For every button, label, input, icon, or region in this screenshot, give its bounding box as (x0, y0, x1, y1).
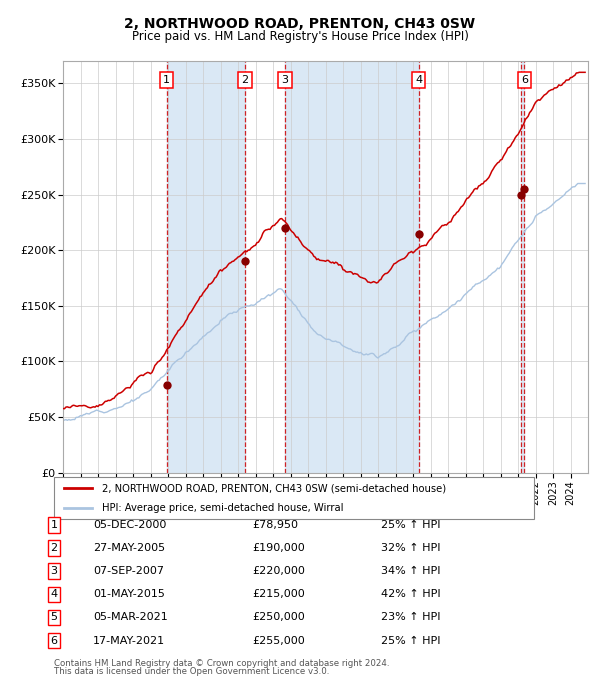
Text: 27-MAY-2005: 27-MAY-2005 (93, 543, 165, 553)
Bar (521, 61, 524, 473)
Text: 1: 1 (163, 75, 170, 85)
Text: 6: 6 (521, 75, 528, 85)
Text: HPI: Average price, semi-detached house, Wirral: HPI: Average price, semi-detached house,… (102, 503, 343, 513)
Text: 23% ↑ HPI: 23% ↑ HPI (381, 613, 440, 622)
Text: 3: 3 (50, 566, 58, 576)
Text: Contains HM Land Registry data © Crown copyright and database right 2024.: Contains HM Land Registry data © Crown c… (54, 659, 389, 668)
Text: 42% ↑ HPI: 42% ↑ HPI (381, 590, 440, 599)
Text: 3: 3 (281, 75, 289, 85)
Text: 07-SEP-2007: 07-SEP-2007 (93, 566, 164, 576)
Text: £78,950: £78,950 (252, 520, 298, 530)
Bar (167, 61, 245, 473)
Text: 25% ↑ HPI: 25% ↑ HPI (381, 520, 440, 530)
Text: 4: 4 (415, 75, 422, 85)
Text: 2, NORTHWOOD ROAD, PRENTON, CH43 0SW (semi-detached house): 2, NORTHWOOD ROAD, PRENTON, CH43 0SW (se… (102, 483, 446, 494)
Text: 05-DEC-2000: 05-DEC-2000 (93, 520, 166, 530)
Text: £250,000: £250,000 (252, 613, 305, 622)
Text: 01-MAY-2015: 01-MAY-2015 (93, 590, 165, 599)
FancyBboxPatch shape (54, 477, 534, 519)
Text: £215,000: £215,000 (252, 590, 305, 599)
Text: 25% ↑ HPI: 25% ↑ HPI (381, 636, 440, 645)
Text: 5: 5 (50, 613, 58, 622)
Text: £255,000: £255,000 (252, 636, 305, 645)
Text: 6: 6 (50, 636, 58, 645)
Text: 34% ↑ HPI: 34% ↑ HPI (381, 566, 440, 576)
Text: 17-MAY-2021: 17-MAY-2021 (93, 636, 165, 645)
Text: 32% ↑ HPI: 32% ↑ HPI (381, 543, 440, 553)
Text: 2: 2 (241, 75, 248, 85)
Text: £220,000: £220,000 (252, 566, 305, 576)
Text: 1: 1 (50, 520, 58, 530)
Text: £190,000: £190,000 (252, 543, 305, 553)
Text: 2, NORTHWOOD ROAD, PRENTON, CH43 0SW: 2, NORTHWOOD ROAD, PRENTON, CH43 0SW (124, 17, 476, 31)
Text: Price paid vs. HM Land Registry's House Price Index (HPI): Price paid vs. HM Land Registry's House … (131, 30, 469, 43)
Text: This data is licensed under the Open Government Licence v3.0.: This data is licensed under the Open Gov… (54, 667, 329, 676)
Text: 2: 2 (50, 543, 58, 553)
Text: 05-MAR-2021: 05-MAR-2021 (93, 613, 168, 622)
Bar (285, 61, 419, 473)
Text: 4: 4 (50, 590, 58, 599)
